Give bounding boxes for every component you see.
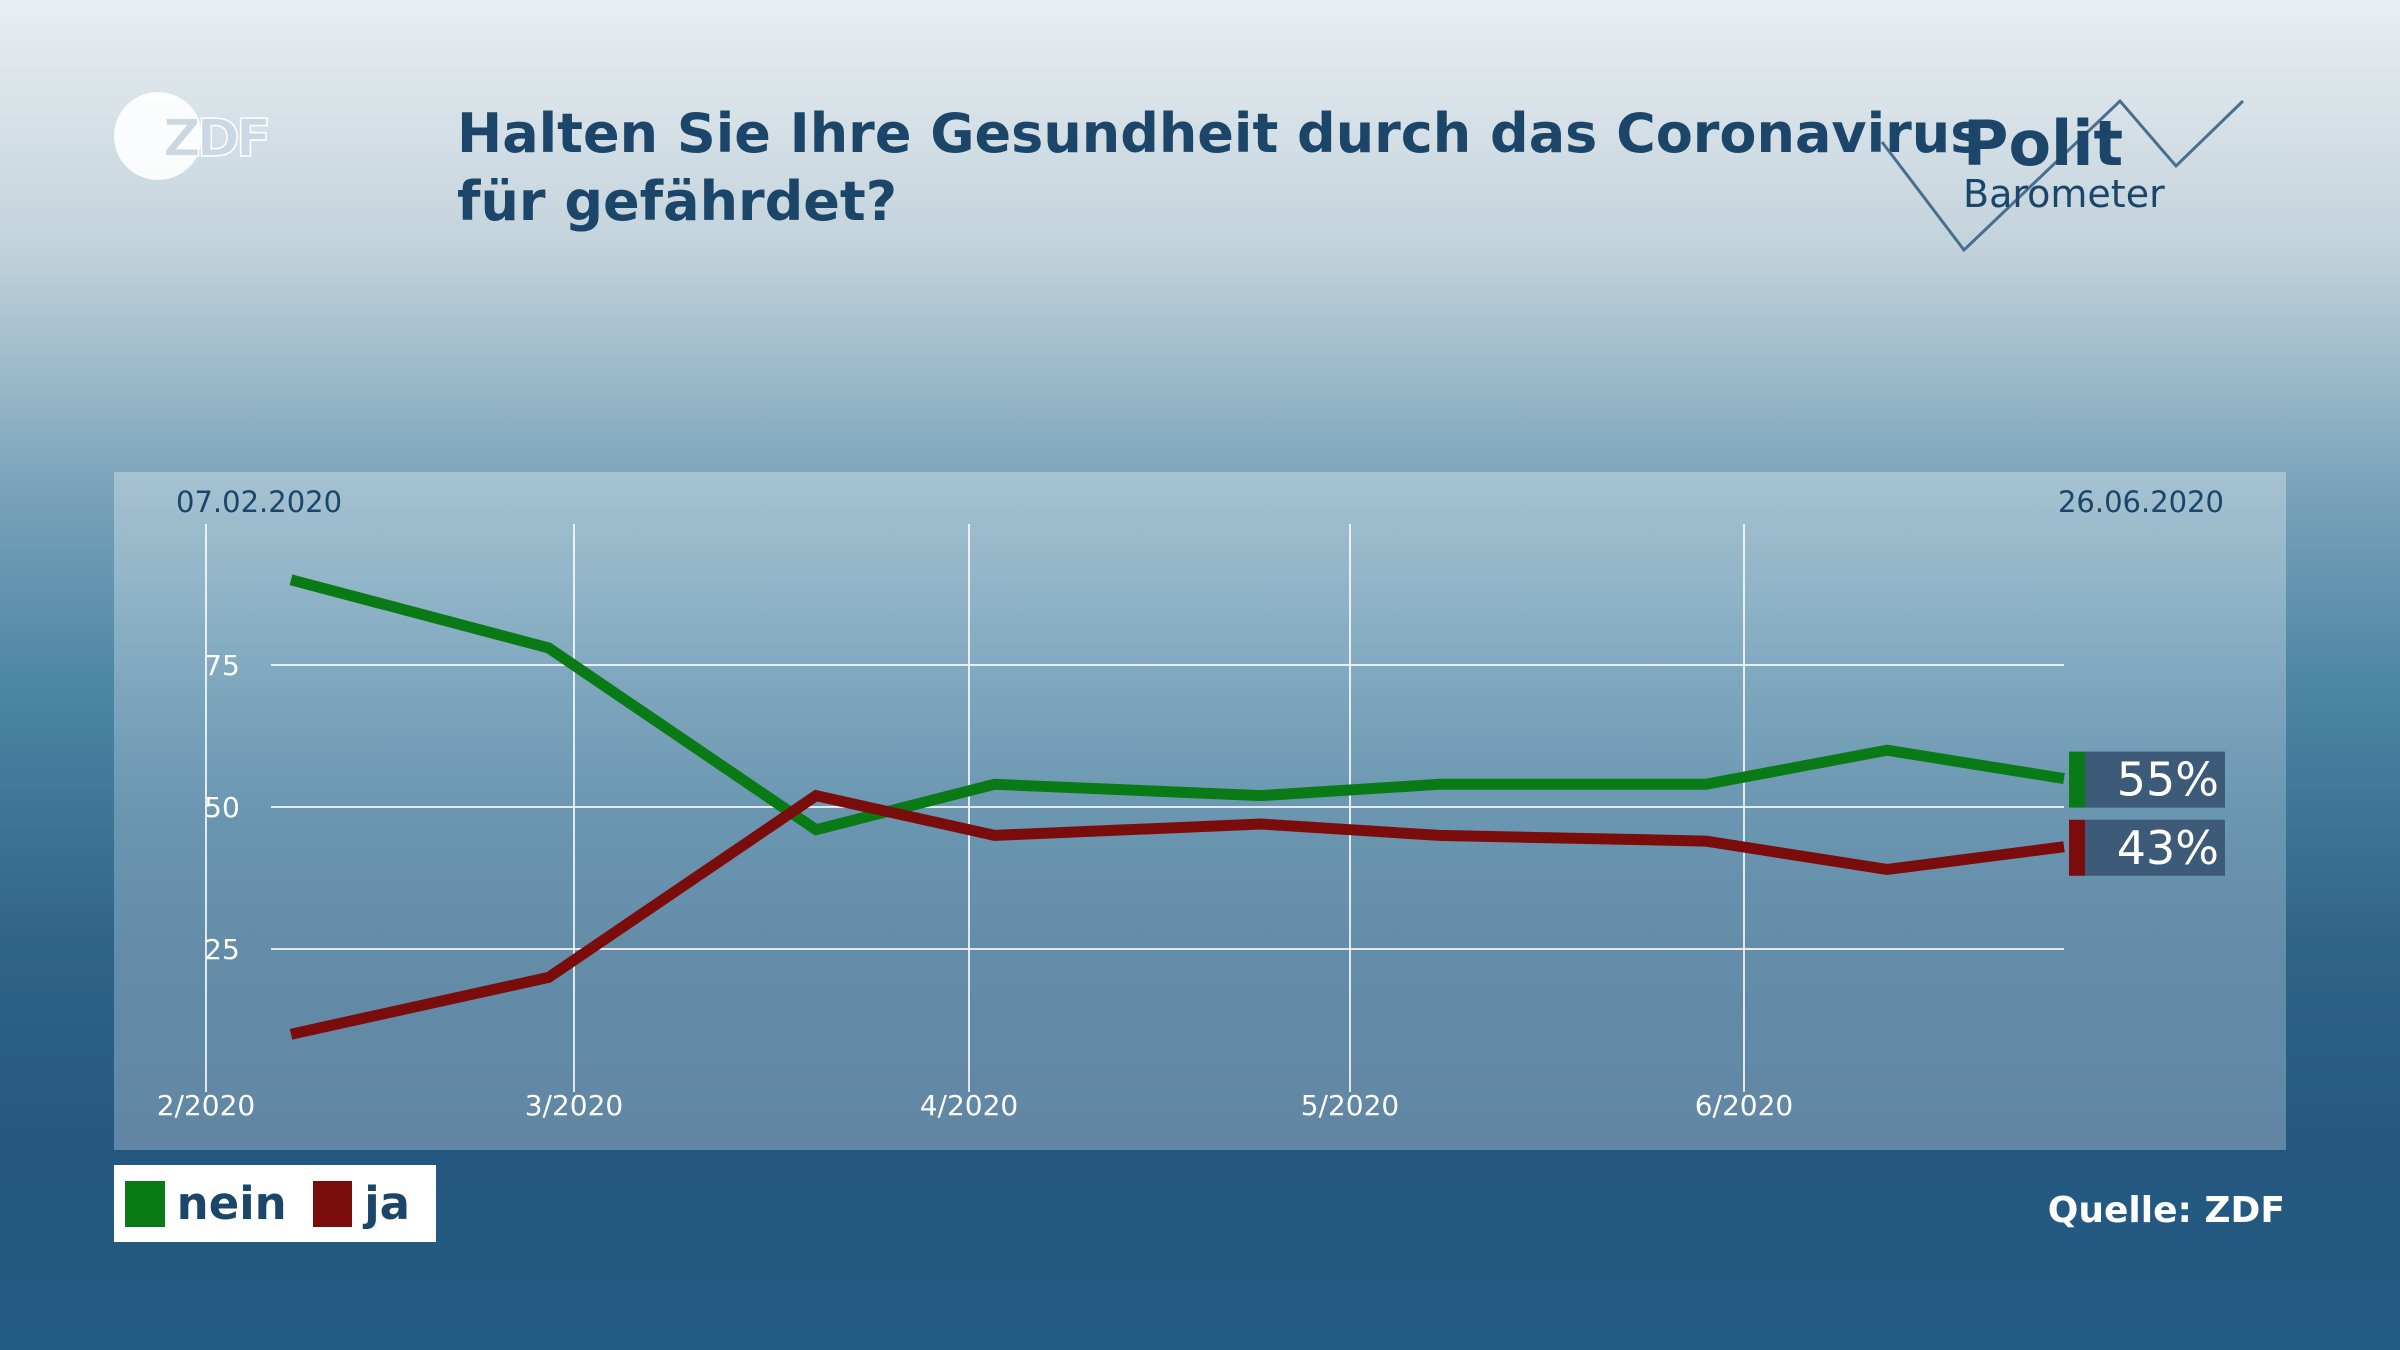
chart-panel: 25 50 75 2/2020 3/2020 4/2020 5/2020 6/2020 07.0… bbox=[114, 472, 2286, 1150]
zdf-logo: ZDF bbox=[114, 92, 273, 180]
x-tick-label: 4/2020 bbox=[920, 1089, 1019, 1122]
legend-swatch-nein bbox=[125, 1180, 165, 1227]
logo-zigzag-line bbox=[1880, 98, 2245, 253]
series-line-nein bbox=[289, 574, 2065, 836]
x-tick-label: 6/2020 bbox=[1695, 1089, 1794, 1122]
y-tick-label: 50 bbox=[204, 791, 240, 824]
title-line-1: Halten Sie Ihre Gesundheit durch das Cor… bbox=[457, 102, 1983, 165]
source-label: Quelle: ZDF bbox=[2047, 1190, 2285, 1231]
end-label-box-nein bbox=[2085, 751, 2225, 808]
x-tick-label: 5/2020 bbox=[1301, 1089, 1400, 1122]
x-tick-label: 3/2020 bbox=[525, 1089, 624, 1122]
series-line-ja bbox=[289, 789, 2065, 1040]
end-marker-nein bbox=[2069, 751, 2085, 808]
end-label-ja: 43% bbox=[2117, 821, 2219, 875]
zdf-logo-text: ZDF bbox=[163, 109, 268, 169]
logo-barometer-text: Barometer bbox=[1963, 172, 2165, 216]
legend-label-ja: ja bbox=[364, 1177, 410, 1230]
politbarometer-logo: Polit Barometer bbox=[1880, 98, 2245, 253]
legend-swatch-ja bbox=[312, 1180, 353, 1227]
date-start-label: 07.02.2020 bbox=[176, 485, 342, 519]
y-tick-label: 25 bbox=[204, 933, 240, 966]
y-tick-label: 75 bbox=[204, 649, 240, 682]
legend: nein ja bbox=[114, 1165, 436, 1242]
date-end-label: 26.06.2020 bbox=[2058, 485, 2224, 519]
end-label-box-ja bbox=[2085, 819, 2225, 876]
legend-label-nein: nein bbox=[176, 1177, 287, 1230]
chart-title: Halten Sie Ihre Gesundheit durch das Cor… bbox=[457, 100, 1983, 236]
end-label-nein: 55% bbox=[2117, 753, 2219, 807]
x-tick-label: 2/2020 bbox=[157, 1089, 256, 1122]
end-marker-ja bbox=[2069, 819, 2085, 876]
logo-polit-text: Polit bbox=[1963, 107, 2123, 180]
title-line-2: für gefährdet? bbox=[457, 170, 898, 233]
line-chart: 25 50 75 2/2020 3/2020 4/2020 5/2020 6/2020 07.0… bbox=[157, 485, 2225, 1122]
